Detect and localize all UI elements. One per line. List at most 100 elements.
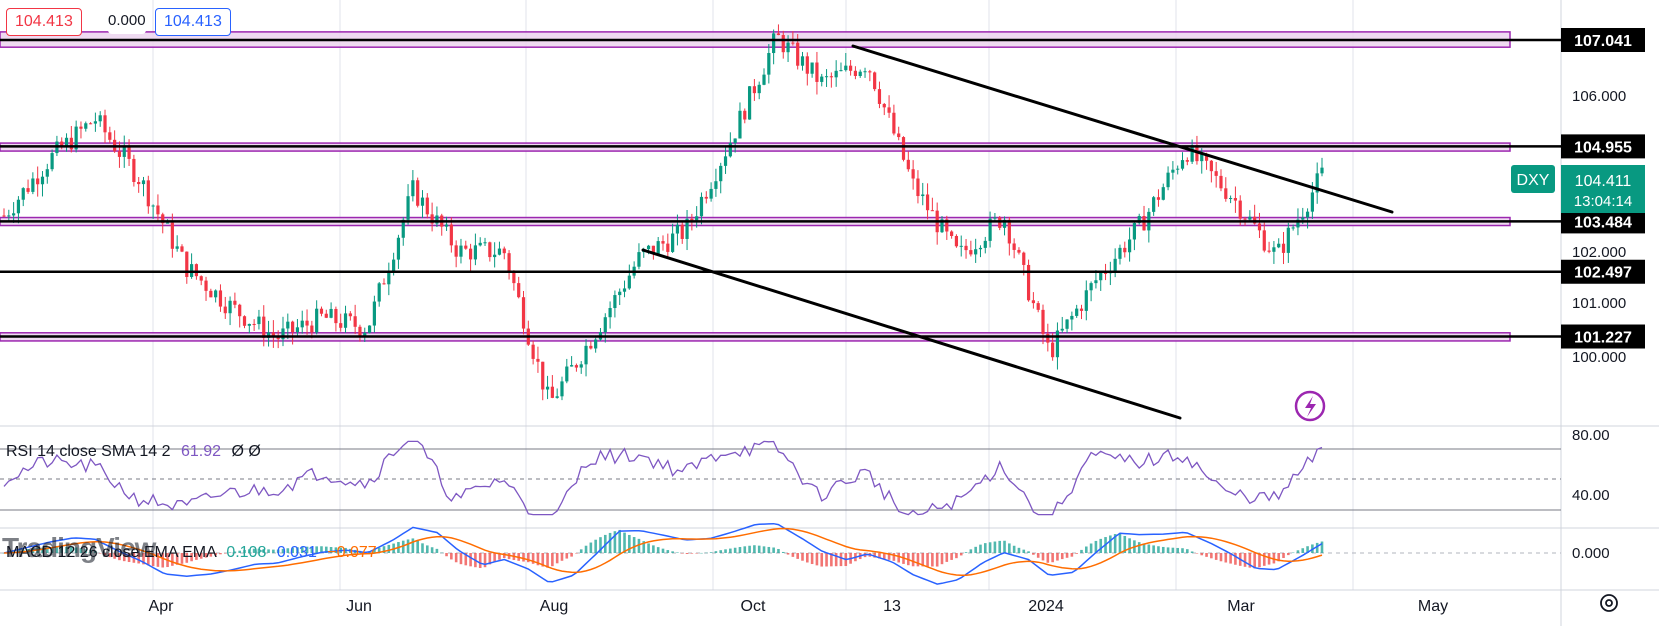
candle-body (2, 215, 6, 217)
rsi-legend[interactable]: RSI 14 close SMA 14 2 61.92 Ø Ø (6, 443, 261, 461)
lightning-icon[interactable] (1294, 390, 1326, 422)
macd-legend[interactable]: MACD 12 26 close EMA EMA 0.108 0.031 −0.… (6, 544, 377, 562)
macd-hist-bar (483, 553, 487, 568)
candle-body (555, 396, 559, 398)
candle-body (695, 216, 699, 221)
macd-hist-bar (1219, 553, 1223, 562)
support-resistance-zones[interactable] (0, 31, 1511, 342)
candle-body (146, 180, 150, 207)
candle-body (560, 381, 564, 397)
candle-body (1253, 216, 1257, 224)
macd-hist-bar (55, 547, 59, 553)
macd-hist-bar (1301, 548, 1305, 553)
level-label: 107.041 (1574, 33, 1632, 50)
candle-body (1113, 258, 1117, 272)
macd-hist-bar (195, 553, 198, 560)
candle-body (882, 103, 886, 108)
candle-body (180, 246, 184, 252)
macd-hist-bar (757, 545, 761, 553)
ask-price[interactable]: 104.413 (155, 8, 231, 36)
candle-body (1238, 200, 1242, 219)
macd-hist-bar (142, 553, 145, 565)
candle-body (425, 197, 429, 215)
macd-hist-bar (1224, 553, 1228, 563)
candle-body (26, 188, 30, 192)
candle-body (209, 290, 213, 298)
candle-body (1026, 264, 1031, 301)
macd-hist-bar (950, 553, 953, 560)
macd-hist-bar (248, 549, 251, 553)
candle-body (950, 231, 954, 236)
candle-body (1248, 216, 1252, 220)
candle-body (353, 316, 357, 327)
candle-body (666, 243, 670, 252)
macd-hist-bar (945, 553, 949, 562)
candle-body (998, 217, 1002, 228)
macd-hist-bar (959, 553, 963, 556)
candle-body (478, 242, 482, 246)
candle-body (392, 259, 396, 272)
macd-hist-bar (979, 544, 982, 553)
channel-trendlines[interactable] (641, 44, 1394, 420)
macd-hist-bar (406, 539, 410, 553)
horizontal-levels[interactable] (0, 38, 1561, 338)
candle-body (584, 345, 588, 365)
candle-body (1243, 218, 1247, 220)
macd-hist-bar (676, 552, 679, 553)
macd-hist-bar (637, 538, 641, 553)
candle-body (64, 137, 69, 148)
candle-body (122, 147, 126, 157)
candle-body (714, 181, 718, 189)
candle-body (1002, 219, 1007, 228)
candle-body (1262, 230, 1266, 251)
macd-hist-bar (425, 545, 429, 553)
rsi-legend-value: 61.92 (180, 443, 222, 460)
candle-body (719, 165, 723, 182)
candle-body (959, 245, 963, 247)
candle-body (541, 361, 545, 390)
candle-body (675, 224, 680, 234)
price-axis[interactable]: 106.000 102.000 101.000 100.000 100.000 (1572, 88, 1626, 366)
macd-hist-bar (377, 547, 381, 553)
macd-hist-bar (892, 553, 896, 561)
macd-hist-bar (41, 547, 44, 553)
macd-hist-bar (118, 553, 121, 561)
macd-hist-bar (204, 553, 208, 558)
settings-icon[interactable] (1600, 594, 1618, 612)
candle-body (1224, 188, 1228, 199)
macd-hist-bar (935, 553, 939, 567)
candle-body (921, 194, 925, 197)
candle-body (786, 42, 790, 53)
macd-hist-bar (171, 553, 174, 566)
candle-body (570, 365, 574, 367)
macd-hist-bar (767, 546, 771, 553)
price-tick: 100.000 (1572, 349, 1626, 366)
macd-hist-bar (199, 553, 203, 559)
macd-hist-bar (1113, 534, 1117, 553)
lower-trendline[interactable] (641, 248, 1182, 420)
candle-body (545, 386, 550, 390)
macd-hist-bar (647, 543, 650, 553)
macd-hist-bar (940, 553, 944, 565)
upper-trendline[interactable] (851, 44, 1394, 214)
macd-hist-bar (291, 547, 294, 553)
level-tag (1561, 209, 1645, 234)
candle-body (627, 275, 631, 289)
macd-hist-bar (1065, 553, 1069, 558)
macd-hist-bar (608, 532, 612, 553)
time-axis[interactable]: Apr Jun Aug Oct 13 2024 Mar May (149, 598, 1449, 615)
macd-hist-bar (1022, 549, 1026, 553)
candle-body (1118, 247, 1122, 259)
bid-price[interactable]: 104.413 (6, 8, 82, 36)
macd-hist-bar (445, 553, 448, 557)
candle-body (1176, 168, 1180, 170)
candle-body (815, 62, 819, 82)
candle-body (1166, 172, 1170, 188)
macd-hist-bar (1041, 553, 1045, 561)
candle-body (242, 316, 247, 326)
macd-hist-bar (815, 553, 819, 566)
macd-hist-bar (223, 553, 227, 554)
candle-body (810, 62, 814, 74)
candle-body (1065, 319, 1069, 329)
